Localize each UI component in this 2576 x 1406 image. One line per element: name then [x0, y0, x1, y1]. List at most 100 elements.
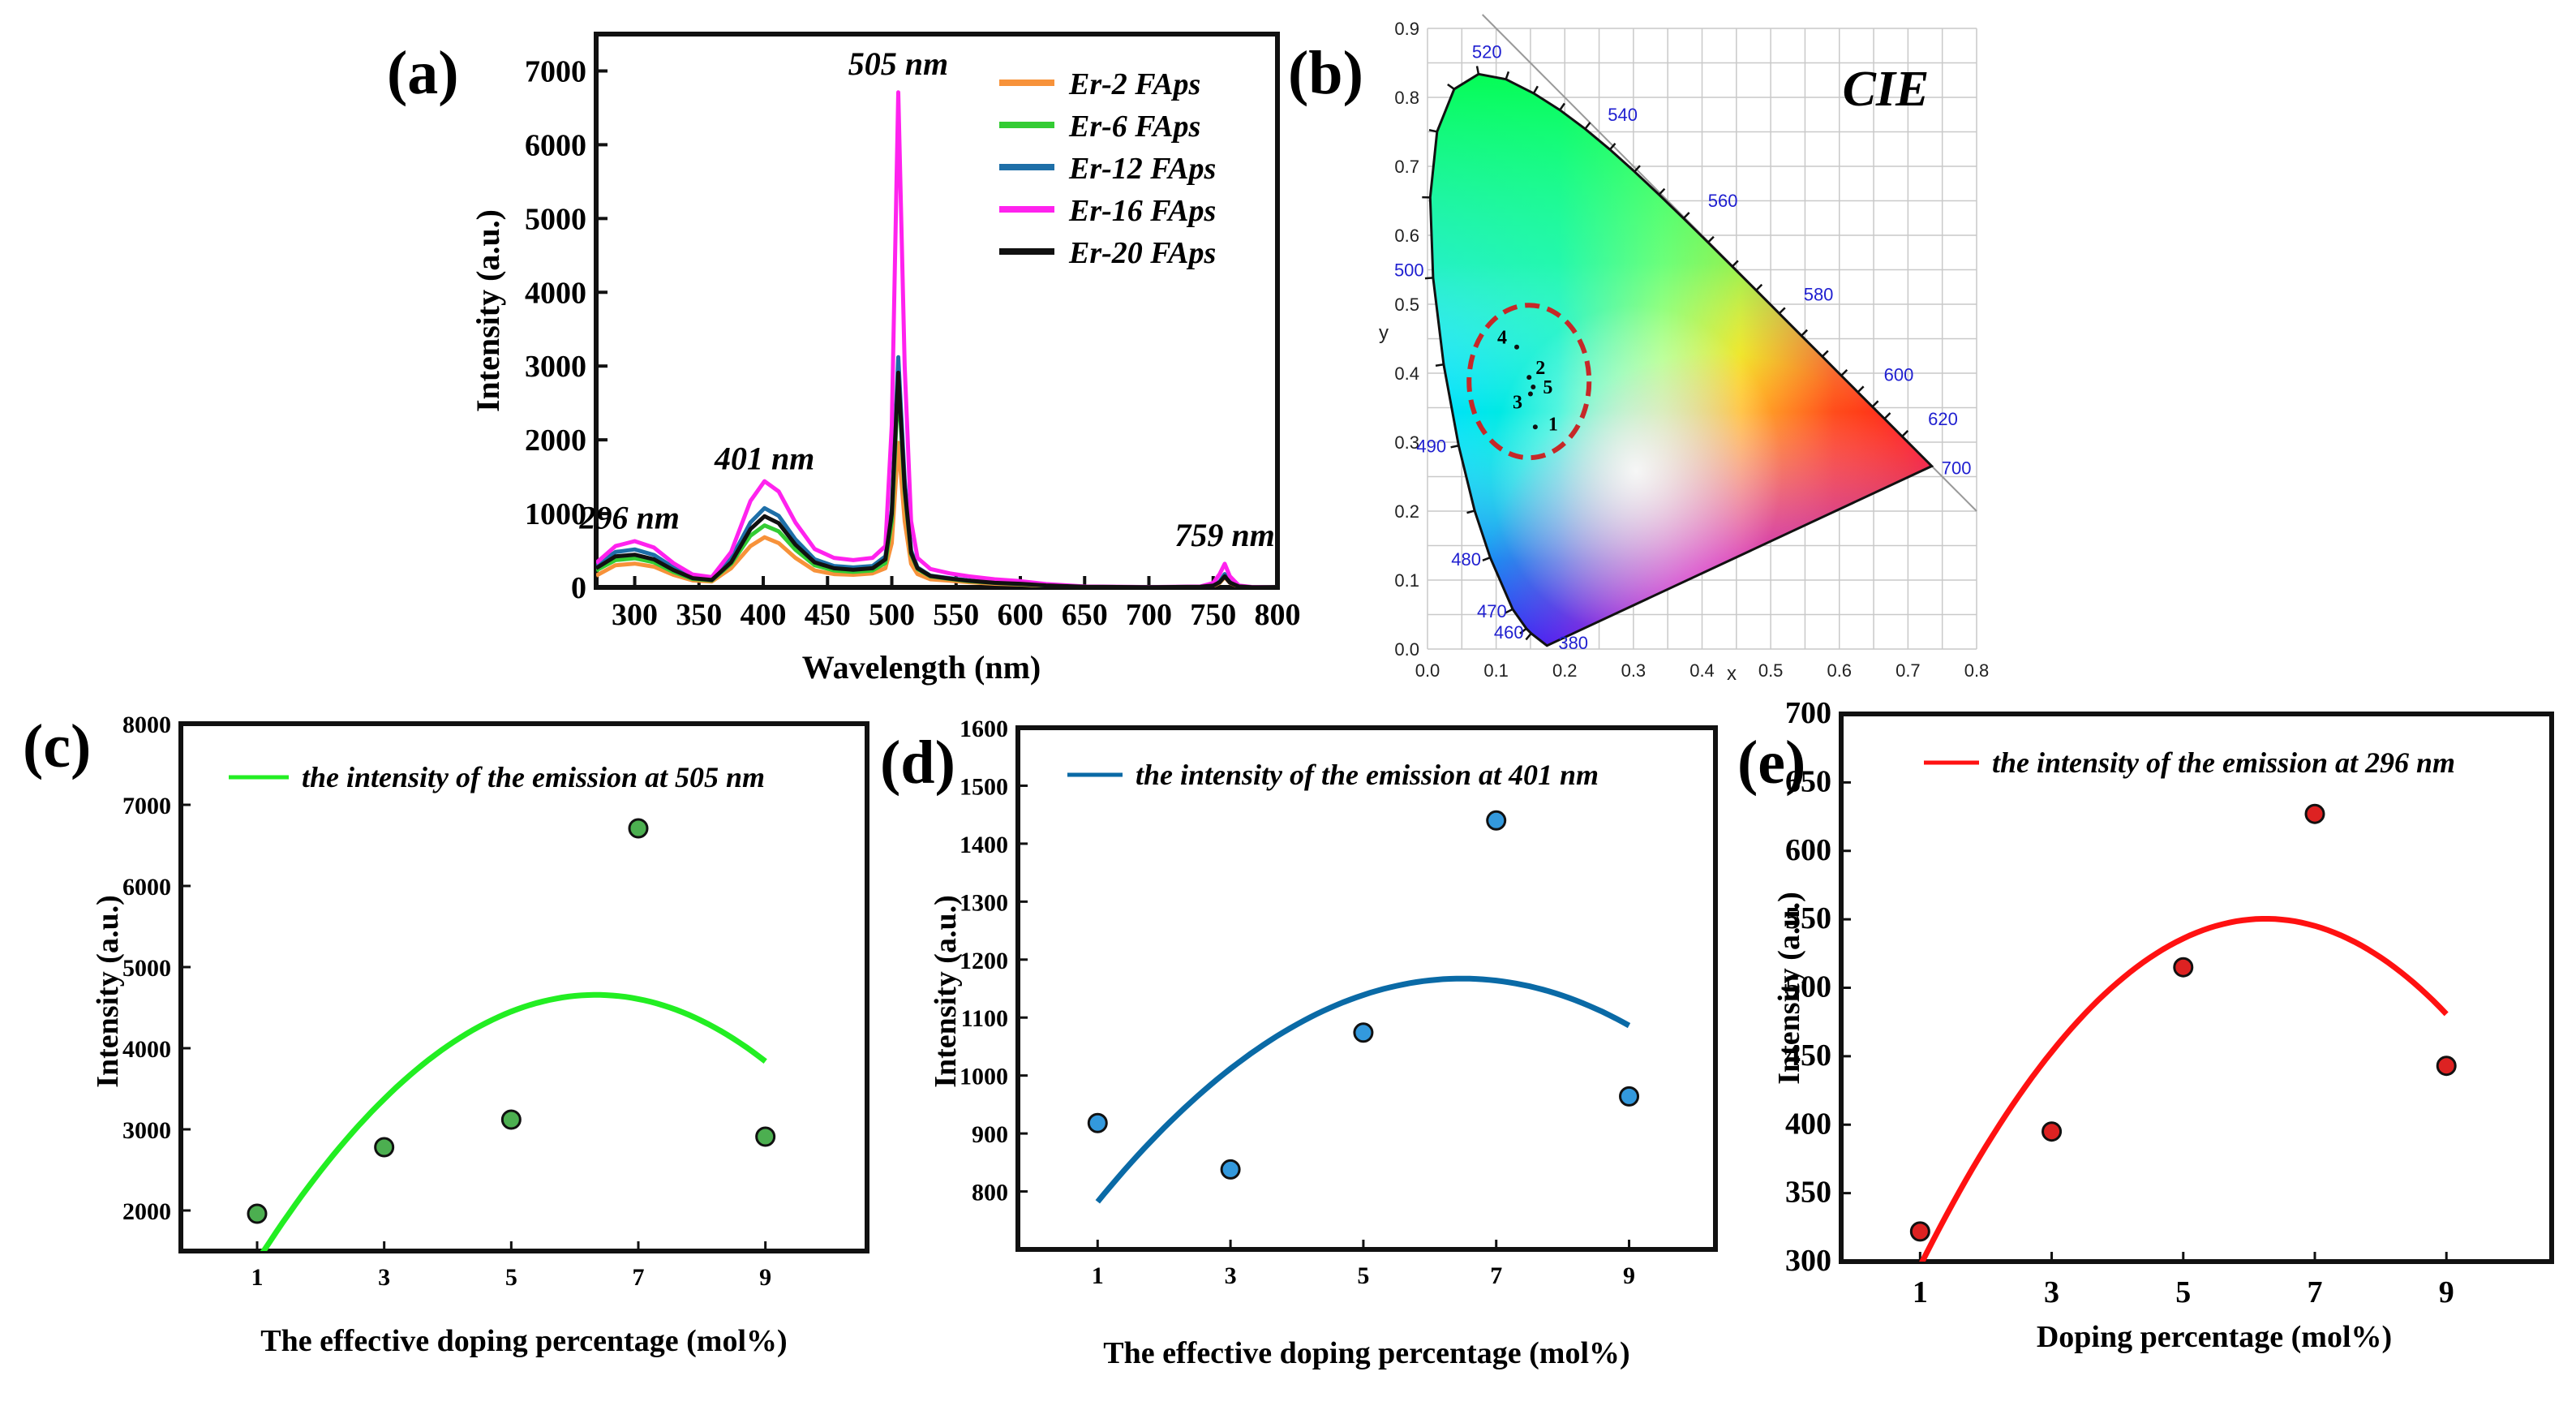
peak-annotation: 759 nm	[1174, 517, 1274, 553]
y-tick-label: 7000	[525, 54, 586, 88]
highlight-ellipse	[1466, 303, 1592, 461]
x-tick-label: 0.2	[1552, 660, 1578, 681]
data-point	[1353, 1022, 1374, 1043]
x-tick-label: 7	[1490, 1262, 1502, 1289]
y-tick-label: 7000	[122, 793, 171, 819]
y-tick-label: 1000	[960, 1064, 1008, 1090]
data-point	[1486, 810, 1507, 831]
panel-c-frame	[178, 721, 869, 1253]
locus-tick	[1634, 165, 1641, 173]
x-tick-label: 3	[378, 1264, 390, 1291]
data-point	[2173, 957, 2194, 978]
y-tick-label: 1200	[960, 948, 1008, 974]
y-tick-label: 0	[571, 571, 586, 605]
x-tick-label: 450	[805, 598, 851, 632]
x-tick-label: 800	[1255, 598, 1301, 632]
locus-tick	[1482, 557, 1491, 561]
y-tick-label: 300	[1785, 1244, 1831, 1278]
panel-e-legend-text: the intensity of the emission at 296 nm	[1992, 746, 2455, 779]
panel-c-xlabel: The effective doping percentage (mol%)	[260, 1324, 787, 1358]
y-tick-label: 0.1	[1394, 570, 1419, 591]
x-tick-label: 7	[633, 1264, 645, 1291]
y-tick-label: 500	[1785, 970, 1831, 1004]
y-tick-label: 650	[1785, 764, 1831, 798]
data-point	[2304, 803, 2325, 824]
y-tick-label: 400	[1785, 1107, 1831, 1141]
panel-e-fit	[1919, 916, 2449, 1262]
x-tick-label: 9	[1623, 1262, 1635, 1289]
gamut-layer-white	[1430, 74, 1932, 646]
y-tick-label: 1600	[960, 716, 1008, 742]
data-point	[1619, 1086, 1640, 1107]
x-tick-label: 5	[505, 1264, 517, 1291]
data-point	[1220, 1159, 1241, 1180]
panel-a-annotations: 296 nm 401 nm 505 nm 759 nm	[579, 45, 1275, 553]
panel-d-frame	[1015, 725, 1718, 1252]
x-tick-label: 400	[741, 598, 787, 632]
y-tick-label: 1400	[960, 832, 1008, 858]
panel-d-ticks: 1 3 5 7 9 800 900 1000 1100 1200 1300 1400 1500 1600	[960, 716, 1635, 1289]
locus-tick	[1707, 235, 1715, 243]
cie-point-label: 4	[1497, 328, 1507, 349]
locus-tick	[1475, 66, 1480, 75]
fit-curve	[1919, 916, 2449, 1262]
panel-e-296nm: 1 3 5 7 9 300 350 400 450 500 550 600 650 700 the int…	[1772, 696, 2554, 1354]
peak-annotation: 505 nm	[848, 45, 948, 82]
locus-tick	[1857, 385, 1865, 393]
panel-label-d: (d)	[880, 729, 955, 797]
locus-tick	[1755, 283, 1763, 291]
legend-label: Er-2 FAps	[1068, 67, 1200, 101]
x-tick-label: 750	[1190, 598, 1236, 632]
x-tick-label: 300	[612, 598, 658, 632]
spectral-locus	[1428, 72, 1934, 647]
locus-tick	[1525, 632, 1532, 641]
x-tick-label: 9	[2439, 1275, 2454, 1309]
panel-a-legend: Er-2 FAps Er-6 FAps Er-12 FAps Er-16 FAps Er…	[999, 67, 1216, 270]
data-point	[374, 1137, 395, 1158]
locus-tick	[1505, 71, 1510, 80]
peak-annotation: 296 nm	[579, 499, 680, 535]
wavelength-label: 380	[1558, 633, 1588, 653]
locus-tick	[1435, 363, 1445, 367]
locus-tick	[1532, 85, 1539, 94]
locus-tick	[1559, 102, 1565, 111]
panel-e-ylabel: Intensity (a.u.)	[1772, 892, 1806, 1085]
wavelength-label: 700	[1942, 458, 1972, 478]
locus-tick	[1450, 445, 1459, 449]
data-point	[2041, 1121, 2063, 1142]
data-point	[247, 1203, 268, 1224]
y-tick-label: 0.7	[1394, 157, 1419, 177]
data-point	[755, 1126, 776, 1147]
wavelength-label: 500	[1394, 260, 1424, 280]
y-tick-label: 900	[972, 1121, 1008, 1148]
legend-label: Er-16 FAps	[1068, 194, 1216, 228]
cie-point-label: 3	[1513, 393, 1522, 414]
y-tick-label: 2000	[525, 424, 586, 458]
cie-point	[1527, 391, 1533, 397]
x-tick-label: 0.8	[1964, 660, 1990, 681]
y-tick-label: 1300	[960, 889, 1008, 916]
x-tick-label: 550	[933, 598, 979, 632]
y-tick-label: 4000	[525, 276, 586, 310]
wavelength-label: 580	[1804, 284, 1834, 304]
x-tick-label: 1	[251, 1264, 264, 1291]
fit-curve	[1095, 975, 1631, 1204]
y-tick-label: 700	[1785, 696, 1831, 730]
x-tick-label: 0.6	[1827, 660, 1852, 681]
panel-a-frame	[594, 32, 1280, 590]
x-tick-label: 9	[759, 1264, 771, 1291]
y-tick-label: 3000	[525, 350, 586, 384]
y-tick-label: 5000	[122, 955, 171, 982]
panel-c-points	[247, 818, 776, 1224]
panel-d-401nm: 1 3 5 7 98009001000110012001300140015001600 …	[929, 716, 1718, 1370]
panel-b-ticks: 0.0 0.1 0.2 0.3 0.4 0.5 0.6 0.7 0.8 0.0 0.1 0.2 0.3 0…	[1394, 19, 1989, 681]
wavelength-label: 560	[1708, 191, 1738, 211]
cie-point-label: 5	[1543, 377, 1552, 398]
panel-c-ticks: 1 3 5 7 9 2000 3000 4000 5000 6000 7000 8000	[122, 712, 771, 1291]
y-tick-label: 0.8	[1394, 88, 1419, 108]
fit-curve	[260, 991, 767, 1251]
panel-label-a: (a)	[387, 39, 459, 107]
data-point	[1909, 1221, 1930, 1242]
x-tick-label: 600	[998, 598, 1044, 632]
